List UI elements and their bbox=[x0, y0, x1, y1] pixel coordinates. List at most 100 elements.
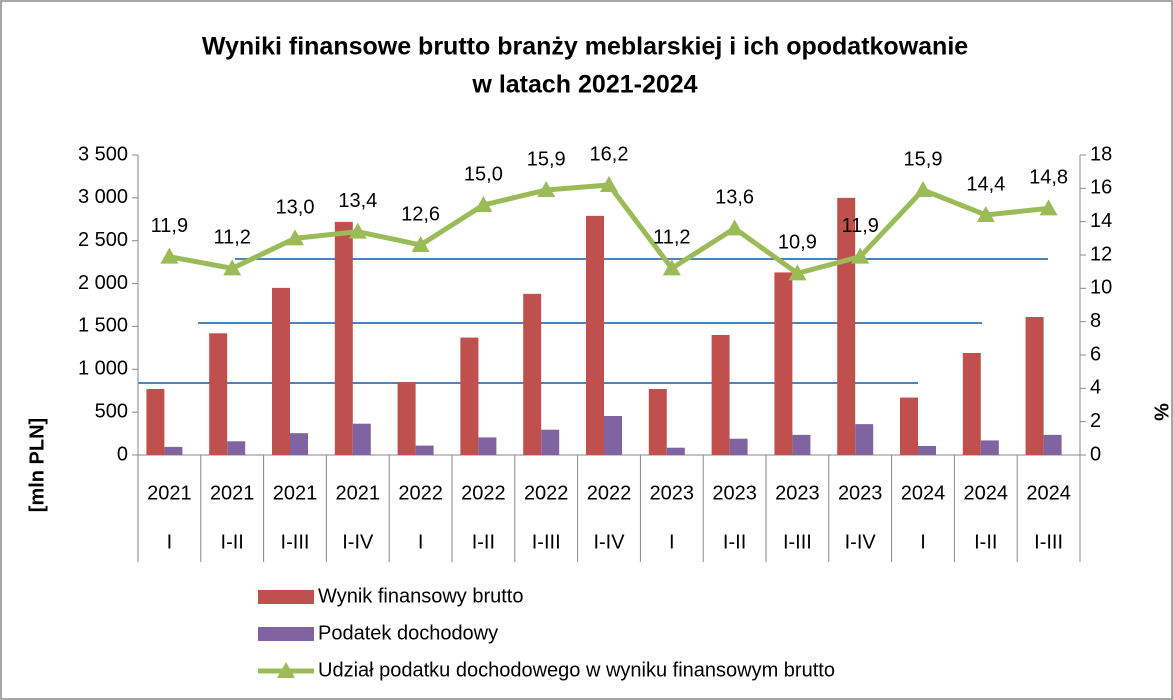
y2-tick-label: 0 bbox=[1090, 443, 1101, 465]
bar bbox=[397, 382, 416, 455]
data-label: 11,2 bbox=[213, 227, 250, 249]
x-tick-label: I bbox=[669, 531, 675, 553]
x-tick-label: I bbox=[418, 531, 424, 553]
bar bbox=[523, 293, 542, 455]
y2-tick-label: 10 bbox=[1090, 277, 1112, 299]
x-tick-label: 2021 bbox=[273, 482, 318, 504]
y2-tick-label: 4 bbox=[1090, 377, 1101, 399]
bar bbox=[1025, 317, 1044, 455]
x-tick-label: 2024 bbox=[1026, 482, 1071, 504]
y-tick-label: 3 500 bbox=[78, 143, 128, 165]
y2-tick-label: 8 bbox=[1090, 310, 1101, 332]
bar bbox=[900, 397, 918, 455]
x-tick-label: I bbox=[167, 531, 173, 553]
marker bbox=[474, 196, 493, 212]
legend-swatch bbox=[258, 627, 314, 641]
bar bbox=[980, 440, 999, 455]
data-label: 11,9 bbox=[841, 215, 878, 237]
marker bbox=[1039, 199, 1058, 216]
x-tick-label: I-IV bbox=[593, 531, 625, 553]
bar bbox=[478, 437, 497, 455]
y2-tick-label: 2 bbox=[1090, 410, 1101, 432]
x-tick-label: 2021 bbox=[147, 482, 192, 504]
marker bbox=[851, 247, 870, 264]
y2-tick-label: 6 bbox=[1090, 343, 1101, 365]
bar bbox=[962, 353, 981, 455]
bar bbox=[918, 446, 936, 455]
y2-tick-label: 16 bbox=[1090, 177, 1112, 199]
data-label: 14,4 bbox=[966, 173, 1005, 195]
legend-marker bbox=[277, 662, 295, 678]
x-tick-label: 2023 bbox=[712, 482, 757, 504]
chart-title: Wyniki finansowe brutto branży meblarski… bbox=[202, 33, 968, 61]
x-tick-label: I-III bbox=[783, 531, 812, 553]
legend-label: Podatek dochodowy bbox=[318, 622, 498, 644]
marker bbox=[537, 181, 556, 197]
marker bbox=[914, 181, 932, 197]
bar bbox=[666, 447, 685, 455]
x-tick-label: 2021 bbox=[210, 482, 255, 504]
marker bbox=[600, 176, 618, 192]
y2-axis-label: % bbox=[1150, 403, 1172, 421]
marker bbox=[223, 259, 242, 276]
legend-swatch bbox=[258, 590, 314, 604]
x-tick-label: 2023 bbox=[838, 482, 883, 504]
x-tick-label: 2024 bbox=[901, 482, 946, 504]
x-tick-label: I-III bbox=[532, 531, 561, 553]
marker bbox=[976, 206, 995, 222]
marker bbox=[411, 236, 430, 252]
y-tick-label: 1 000 bbox=[78, 358, 128, 380]
bar bbox=[146, 389, 165, 455]
bar bbox=[290, 433, 308, 455]
marker bbox=[160, 247, 179, 264]
bar bbox=[774, 272, 793, 455]
data-label: 13,0 bbox=[276, 197, 315, 219]
marker bbox=[286, 229, 304, 246]
x-tick-label: 2022 bbox=[524, 482, 569, 504]
x-tick-label: I-II bbox=[974, 531, 997, 553]
bar bbox=[586, 215, 604, 455]
marker bbox=[788, 264, 807, 281]
y-tick-label: 2 000 bbox=[78, 272, 128, 294]
x-tick-label: 2022 bbox=[587, 482, 632, 504]
bar bbox=[352, 423, 371, 455]
bar bbox=[541, 429, 560, 455]
data-label: 13,4 bbox=[338, 190, 377, 212]
data-label: 15,9 bbox=[904, 148, 943, 170]
bar bbox=[164, 446, 183, 455]
y2-tick-label: 12 bbox=[1090, 243, 1112, 265]
x-tick-label: I bbox=[920, 531, 926, 553]
data-label: 14,8 bbox=[1029, 167, 1068, 189]
data-label: 13,6 bbox=[715, 187, 754, 209]
y-tick-label: 500 bbox=[95, 400, 128, 422]
data-label: 11,9 bbox=[151, 215, 188, 237]
marker bbox=[348, 222, 367, 239]
y-tick-label: 0 bbox=[117, 443, 128, 465]
bar bbox=[792, 434, 811, 455]
bar bbox=[711, 335, 730, 455]
bar bbox=[227, 441, 246, 455]
x-tick-label: I-II bbox=[221, 531, 244, 553]
marker bbox=[725, 219, 744, 236]
x-tick-label: I-II bbox=[472, 531, 495, 553]
y2-tick-label: 18 bbox=[1090, 143, 1112, 165]
x-tick-label: 2024 bbox=[964, 482, 1009, 504]
bar bbox=[729, 438, 748, 455]
bar bbox=[209, 333, 228, 455]
bar bbox=[1043, 434, 1062, 455]
legend-label: Wynik finansowy brutto bbox=[318, 585, 523, 607]
x-tick-label: I-III bbox=[1034, 531, 1063, 553]
x-tick-label: 2023 bbox=[775, 482, 820, 504]
data-label: 15,0 bbox=[464, 163, 503, 185]
x-tick-label: I-II bbox=[723, 531, 746, 553]
marker bbox=[662, 259, 681, 276]
y-tick-label: 2 500 bbox=[78, 229, 128, 251]
x-tick-label: 2021 bbox=[336, 482, 381, 504]
bar bbox=[460, 337, 479, 455]
x-tick-label: 2022 bbox=[461, 482, 506, 504]
x-tick-label: I-IV bbox=[342, 531, 374, 553]
x-tick-label: 2023 bbox=[650, 482, 695, 504]
data-label: 12,6 bbox=[401, 203, 440, 225]
x-tick-label: I-III bbox=[281, 531, 310, 553]
data-label: 11,2 bbox=[653, 227, 690, 249]
